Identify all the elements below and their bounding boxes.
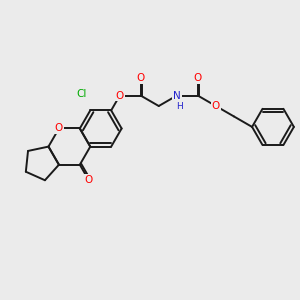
Text: Cl: Cl — [76, 89, 86, 100]
Text: O: O — [55, 124, 63, 134]
Text: O: O — [212, 101, 220, 111]
Text: H: H — [176, 102, 183, 111]
Text: N: N — [173, 91, 181, 100]
Text: O: O — [84, 175, 92, 184]
Text: O: O — [116, 91, 124, 100]
Text: O: O — [194, 74, 202, 83]
Text: O: O — [136, 74, 145, 83]
